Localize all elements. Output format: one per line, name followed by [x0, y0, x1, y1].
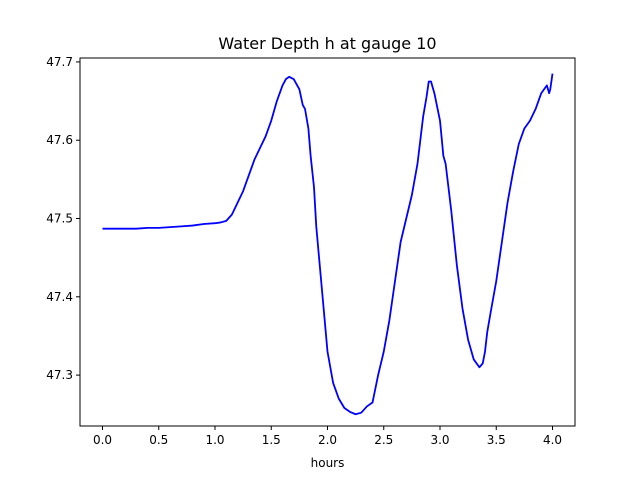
y-tick-label: 47.6	[46, 133, 73, 147]
series-line-0	[102, 73, 554, 416]
y-tick-label: 47.7	[46, 55, 73, 69]
x-tick-label: 1.0	[205, 433, 224, 447]
plot-area	[102, 73, 554, 416]
y-tick-label: 47.3	[46, 368, 73, 382]
x-axis-label: hours	[311, 456, 345, 470]
y-tick-label: 47.5	[46, 212, 73, 226]
x-tick-label: 0.0	[93, 433, 112, 447]
x-tick-label: 3.0	[430, 433, 449, 447]
x-tick-label: 0.5	[149, 433, 168, 447]
axes-frame	[79, 57, 576, 427]
x-tick-label: 3.5	[487, 433, 506, 447]
chart-title: Water Depth h at gauge 10	[218, 34, 436, 53]
x-tick-label: 2.0	[318, 433, 337, 447]
x-tick-label: 4.0	[543, 433, 562, 447]
x-tick-label: 2.5	[374, 433, 393, 447]
y-axis: 47.3 47.4 47.5 47.6 47.7	[46, 55, 80, 382]
x-tick-label: 1.5	[262, 433, 281, 447]
x-axis: 0.0 0.5 1.0 1.5 2.0 2.5 3.0 3.5 4.0	[93, 426, 562, 447]
y-tick-label: 47.4	[46, 290, 73, 304]
